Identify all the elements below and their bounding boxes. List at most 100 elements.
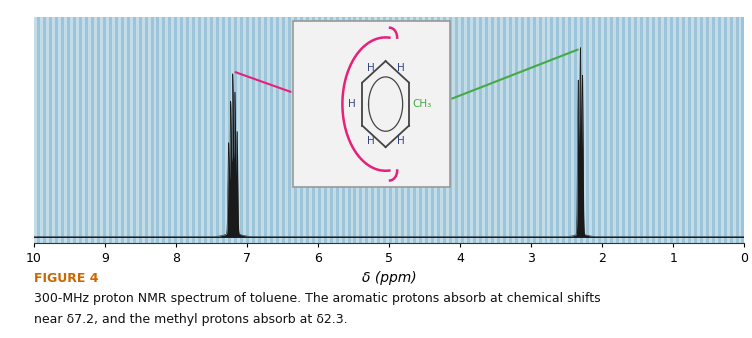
Bar — [144, 17, 147, 243]
Bar — [150, 17, 153, 243]
Bar — [396, 17, 399, 243]
Bar — [467, 17, 470, 243]
Bar — [180, 17, 183, 243]
Bar — [288, 17, 291, 243]
Bar — [670, 17, 673, 243]
Bar — [514, 17, 517, 243]
Bar — [43, 17, 46, 243]
Bar — [419, 17, 422, 243]
Bar — [455, 17, 458, 243]
Bar — [497, 17, 500, 243]
Bar — [211, 17, 214, 243]
Bar — [413, 17, 416, 243]
Bar — [359, 17, 362, 243]
Bar — [735, 17, 738, 243]
Bar — [575, 17, 578, 243]
Bar — [335, 17, 338, 243]
Bar — [485, 17, 488, 243]
Bar — [562, 17, 566, 243]
Bar — [634, 17, 637, 243]
Text: H: H — [367, 136, 374, 146]
Bar — [408, 17, 410, 243]
Bar — [371, 17, 374, 243]
Bar — [79, 17, 82, 243]
Bar — [694, 17, 696, 243]
Bar — [73, 17, 76, 243]
Bar — [199, 17, 202, 243]
X-axis label: δ (ppm): δ (ppm) — [362, 271, 417, 285]
Bar — [587, 17, 590, 243]
Bar — [676, 17, 679, 243]
Text: H: H — [367, 63, 374, 73]
Bar — [384, 17, 387, 243]
Bar — [652, 17, 655, 243]
Bar — [228, 17, 231, 243]
Bar — [156, 17, 159, 243]
Bar — [717, 17, 720, 243]
Bar — [193, 17, 196, 243]
Bar — [205, 17, 208, 243]
Bar — [705, 17, 708, 243]
Bar — [616, 17, 619, 243]
Text: FIGURE 4: FIGURE 4 — [34, 272, 99, 285]
Bar — [699, 17, 702, 243]
Bar — [186, 17, 190, 243]
Bar — [491, 17, 494, 243]
Bar — [688, 17, 691, 243]
Bar — [311, 17, 314, 243]
Bar — [162, 17, 165, 243]
Bar — [103, 17, 106, 243]
Bar — [437, 17, 440, 243]
Bar — [610, 17, 613, 243]
Bar — [593, 17, 596, 243]
Bar — [723, 17, 726, 243]
Bar — [55, 17, 58, 243]
Bar — [604, 17, 607, 243]
Bar — [347, 17, 350, 243]
Bar — [640, 17, 643, 243]
Bar — [49, 17, 52, 243]
Bar — [581, 17, 584, 243]
Bar — [741, 17, 744, 243]
Text: CH₃: CH₃ — [412, 99, 432, 109]
Bar — [538, 17, 541, 243]
Bar — [599, 17, 601, 243]
Bar — [329, 17, 332, 243]
Bar — [109, 17, 112, 243]
Bar — [306, 17, 309, 243]
Bar — [222, 17, 225, 243]
Bar — [234, 17, 237, 243]
Bar — [479, 17, 482, 243]
Bar — [664, 17, 667, 243]
Bar — [544, 17, 547, 243]
Text: H: H — [396, 136, 405, 146]
Bar — [168, 17, 171, 243]
Bar — [556, 17, 559, 243]
Bar — [646, 17, 649, 243]
Bar — [216, 17, 219, 243]
Bar — [174, 17, 177, 243]
Bar — [658, 17, 661, 243]
Bar — [628, 17, 631, 243]
Text: H: H — [348, 99, 356, 109]
Bar — [550, 17, 553, 243]
Bar — [61, 17, 64, 243]
Bar — [282, 17, 285, 243]
FancyBboxPatch shape — [293, 21, 450, 187]
Bar — [276, 17, 279, 243]
Bar — [532, 17, 535, 243]
Bar — [378, 17, 381, 243]
Bar — [294, 17, 297, 243]
Text: near δ7.2, and the methyl protons absorb at δ2.3.: near δ7.2, and the methyl protons absorb… — [34, 313, 347, 325]
Bar — [622, 17, 625, 243]
Bar — [132, 17, 135, 243]
Bar — [508, 17, 511, 243]
Bar — [443, 17, 446, 243]
Bar — [365, 17, 368, 243]
Bar — [520, 17, 523, 243]
Bar — [461, 17, 464, 243]
Bar — [569, 17, 572, 243]
Bar — [97, 17, 100, 243]
Bar — [503, 17, 505, 243]
Bar — [85, 17, 88, 243]
